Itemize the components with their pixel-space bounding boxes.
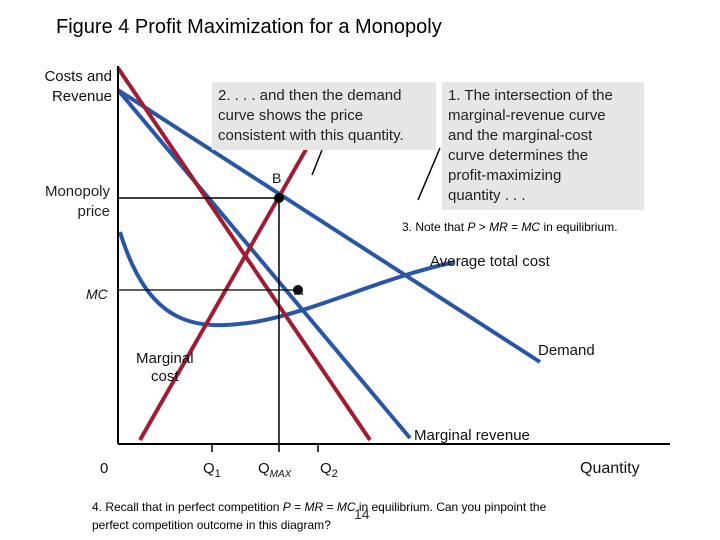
callout-1-line5: profit-maximizing (448, 167, 562, 184)
demand-curve (116, 88, 542, 364)
x-axis-label: Quantity (580, 460, 640, 477)
y-axis-label: Costs and Revenue (32, 67, 112, 107)
callout-1-leader (417, 147, 441, 201)
note-3-eq: = (507, 220, 522, 234)
note-4-mc: MC (336, 500, 356, 514)
note-4-p: P (282, 500, 291, 514)
note-3-pre: 3. Note that (402, 220, 468, 234)
note-4-mr: MR (304, 500, 324, 514)
note-3: 3. Note that P > MR = MC in equilibrium. (402, 220, 617, 234)
q2-label: Q2 (320, 460, 338, 480)
qmax-sub: MAX (269, 469, 292, 480)
marginal-cost-label: Marginal cost (136, 350, 194, 386)
marginal-revenue-curve (116, 88, 412, 440)
marginal-cost-line1: Marginal (136, 350, 194, 367)
marginal-cost-line2: cost (151, 368, 179, 385)
q1-sub: 1 (214, 468, 221, 480)
callout-1-line3: and the marginal-cost (448, 127, 593, 144)
note-3-post: in equilibrium. (540, 220, 618, 234)
note-3-mr: MR (489, 220, 508, 234)
callout-demand-price: 2. . . . and then the demand curve shows… (212, 82, 436, 150)
callout-2-line2: curve shows the price (218, 107, 364, 124)
callout-2-leader (311, 149, 323, 176)
q2-sub: 2 (331, 468, 338, 480)
origin-label: 0 (100, 460, 109, 477)
point-b (274, 193, 284, 203)
average-total-cost-label: Average total cost (430, 253, 550, 270)
note-4-eq1: = (290, 500, 305, 514)
y-axis-label-line2: Revenue (51, 88, 112, 105)
note-4-eq2: = (323, 500, 337, 514)
qmax-label: QMAX (258, 460, 291, 480)
note-4-line2: perfect competition outcome in this diag… (92, 518, 331, 532)
note-3-mc: MC (521, 220, 541, 234)
q2-text: Q (320, 460, 332, 477)
note-4-pre: 4. Recall that in perfect competition (92, 500, 283, 514)
note-3-gt: > (475, 220, 490, 234)
slide-number: 14 (354, 506, 370, 522)
q1-label: Q1 (203, 460, 221, 480)
point-a (293, 285, 303, 295)
q1-text: Q (203, 460, 215, 477)
marginal-revenue-label: Marginal revenue (414, 427, 530, 444)
qmax-text: Q (258, 460, 270, 477)
note-3-p: P (467, 220, 476, 234)
mc-tick-label: MC (86, 286, 108, 302)
point-b-label: B (272, 170, 282, 186)
callout-2-line1: 2. . . . and then the demand (218, 87, 402, 104)
average-total-cost-curve (118, 231, 456, 328)
callout-1-line2: marginal-revenue curve (448, 107, 606, 124)
callout-intersection: 1. The intersection of the marginal-reve… (442, 82, 644, 210)
monopoly-price-label: Monopoly price (30, 182, 110, 222)
note-4-line1: 4. Recall that in perfect competition P … (92, 498, 546, 516)
callout-1-line1: 1. The intersection of the (448, 87, 613, 104)
y-axis-label-line1: Costs and (44, 68, 112, 85)
callout-2-line3: consistent with this quantity. (218, 127, 404, 144)
figure-title: Figure 4 Profit Maximization for a Monop… (56, 16, 442, 38)
note-4-post: in equilibrium. Can you pinpoint the (355, 500, 547, 514)
note-4: 4. Recall that in perfect competition P … (92, 498, 546, 534)
point-a-label: A (294, 282, 304, 298)
callout-1-line6: quantity . . . (448, 187, 526, 204)
monopoly-price-line2: price (77, 203, 110, 220)
callout-1-line4: curve determines the (448, 147, 589, 164)
demand-label: Demand (538, 342, 595, 359)
monopoly-price-line1: Monopoly (44, 183, 110, 200)
